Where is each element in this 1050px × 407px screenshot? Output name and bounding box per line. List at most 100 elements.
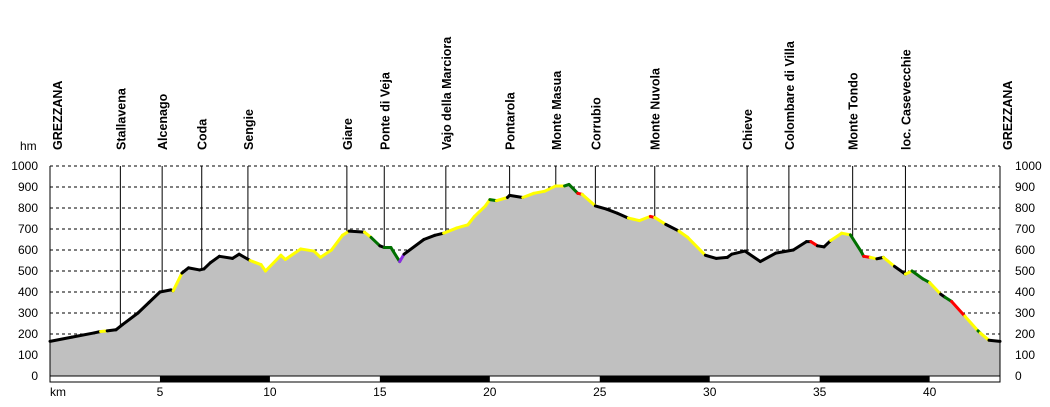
profile-segment bbox=[978, 331, 991, 342]
profile-segment bbox=[147, 290, 162, 304]
profile-segment bbox=[248, 259, 263, 267]
x-tick-label: 15 bbox=[373, 385, 387, 399]
profile-segment bbox=[318, 248, 333, 259]
profile-segment bbox=[369, 235, 382, 248]
x-tick-label: 10 bbox=[263, 385, 277, 399]
profile-segment bbox=[910, 269, 925, 281]
waypoint-labels: GREZZANA Stallavena Alcenago Coda Sengie Giar… bbox=[51, 36, 1015, 150]
profile-segment bbox=[171, 271, 184, 293]
profile-segment bbox=[422, 233, 437, 241]
profile-segment bbox=[567, 182, 580, 195]
profile-segment bbox=[848, 233, 863, 254]
y-tick-label-left: 400 bbox=[18, 285, 38, 299]
profile-segment bbox=[299, 247, 316, 253]
profile-segment bbox=[593, 204, 608, 211]
y-tick-label-right: 400 bbox=[1015, 285, 1035, 299]
waypoint-label: Sengie bbox=[242, 109, 256, 150]
waypoint-label: Chieve bbox=[741, 109, 755, 150]
km-scale-bar bbox=[49, 375, 1001, 383]
y-tick-label-right: 0 bbox=[1015, 369, 1022, 383]
y-tick-label-left: 900 bbox=[18, 180, 38, 194]
profile-segment bbox=[714, 255, 729, 260]
profile-segment bbox=[158, 288, 173, 294]
profile-segment bbox=[626, 216, 641, 223]
y-tick-label-left: 100 bbox=[18, 348, 38, 362]
profile-segment bbox=[472, 204, 487, 218]
profile-segment bbox=[543, 184, 558, 193]
waypoint-label: Monte Nuvola bbox=[649, 67, 663, 150]
profile-segment bbox=[347, 229, 366, 234]
y-tick-label-right: 900 bbox=[1015, 180, 1035, 194]
waypoint-label: Alcenago bbox=[156, 93, 170, 150]
waypoint-label: Vajo della Marciora bbox=[440, 36, 454, 150]
waypoint-label: Colombare di Villa bbox=[783, 40, 797, 150]
profile-segment bbox=[433, 231, 446, 237]
waypoint-lines bbox=[119, 166, 906, 327]
profile-segment bbox=[264, 253, 283, 273]
y-tick-label-left: 200 bbox=[18, 327, 38, 341]
waypoint-label: GREZZANA bbox=[51, 81, 65, 150]
profile-segment bbox=[237, 252, 252, 262]
waypoint-label: Ponte di Veja bbox=[378, 71, 392, 150]
profile-segment bbox=[881, 255, 896, 268]
y-tick-label-left: 0 bbox=[31, 369, 38, 383]
y-tick-label-right: 600 bbox=[1015, 243, 1035, 257]
profile-segment bbox=[829, 231, 844, 243]
profile-segment bbox=[604, 207, 619, 215]
profile-segment bbox=[70, 331, 96, 339]
profile-segment bbox=[686, 235, 707, 257]
x-axis-label: km bbox=[50, 385, 66, 399]
profile-segment bbox=[822, 239, 833, 249]
profile-segment bbox=[283, 247, 303, 261]
x-tick-label: 25 bbox=[593, 385, 607, 399]
waypoint-label: Coda bbox=[196, 118, 210, 150]
profile-segment bbox=[402, 238, 426, 256]
y-tick-label-left: 600 bbox=[18, 243, 38, 257]
y-tick-label-left: 300 bbox=[18, 306, 38, 320]
axes bbox=[49, 166, 1001, 383]
km-scale-band bbox=[379, 376, 490, 382]
profile-segment bbox=[743, 249, 762, 264]
profile-segment bbox=[664, 222, 681, 233]
y-tick-label-left: 700 bbox=[18, 222, 38, 236]
y-tick-label-right: 200 bbox=[1015, 327, 1035, 341]
profile-segment bbox=[758, 251, 778, 264]
profile-segment bbox=[312, 249, 322, 259]
x-tick-label: 30 bbox=[703, 385, 717, 399]
waypoint-label: Stallavena bbox=[114, 87, 128, 150]
profile-segment bbox=[209, 254, 221, 265]
profile-segment bbox=[950, 299, 967, 318]
y-axis-label: hm bbox=[20, 139, 37, 153]
profile-segment bbox=[217, 254, 235, 260]
profile-segment bbox=[121, 311, 140, 327]
profile-segment bbox=[580, 192, 597, 208]
profile-segment bbox=[48, 335, 74, 343]
km-scale-band bbox=[159, 376, 270, 382]
profile-segment bbox=[963, 314, 980, 333]
profile-segment bbox=[187, 266, 202, 272]
elevation-profile-line bbox=[48, 182, 1002, 343]
profile-segment bbox=[136, 301, 151, 315]
profile-segment bbox=[677, 229, 690, 239]
x-tick-label: 5 bbox=[157, 385, 164, 399]
profile-segment bbox=[892, 264, 907, 276]
waypoint-label: Pontarola bbox=[504, 91, 518, 150]
y-tick-label-right: 800 bbox=[1015, 201, 1035, 215]
y-tick-label-left: 500 bbox=[18, 264, 38, 278]
profile-segment bbox=[532, 189, 547, 195]
profile-segment bbox=[791, 240, 808, 252]
profile-segment bbox=[442, 226, 459, 235]
km-scale-band bbox=[599, 376, 710, 382]
y-tick-label-right: 700 bbox=[1015, 222, 1035, 236]
x-tick-label: 35 bbox=[813, 385, 827, 399]
profile-segment bbox=[508, 193, 525, 199]
waypoint-label: Monte Masua bbox=[550, 70, 564, 150]
x-tick-label: 40 bbox=[923, 385, 937, 399]
x-tick-label: 20 bbox=[483, 385, 497, 399]
profile-segment bbox=[521, 191, 536, 199]
y-tick-label-right: 500 bbox=[1015, 264, 1035, 278]
profile-segment bbox=[389, 245, 402, 264]
tick-labels: 0 0 100 100 200 200 300 300 400 400 500 500 600 600 70… bbox=[11, 159, 1042, 399]
profile-segment bbox=[329, 233, 344, 252]
